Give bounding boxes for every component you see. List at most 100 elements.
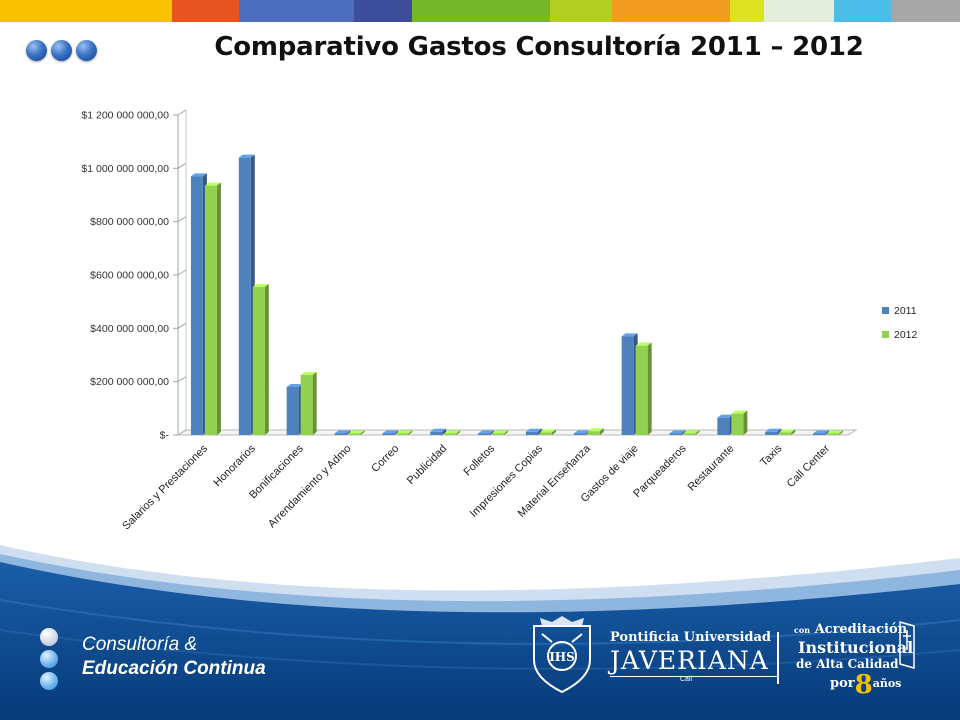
crest-icon: IHS xyxy=(533,616,591,694)
bar-top-2012 xyxy=(396,430,413,434)
bar-top-2012 xyxy=(300,372,317,375)
bar-2012 xyxy=(683,433,696,435)
color-stripe xyxy=(0,0,960,22)
accreditation-line-2: Institucional xyxy=(798,638,914,657)
bar-side-2012 xyxy=(312,372,317,435)
bar-top-2011 xyxy=(765,428,782,432)
bar-side-2012 xyxy=(599,428,604,435)
bar-2011 xyxy=(382,433,395,435)
accreditation-small: con xyxy=(794,625,811,635)
bar-2011 xyxy=(669,433,682,435)
bar-2012 xyxy=(444,433,457,435)
bar-side-2012 xyxy=(791,429,796,435)
bar-top-2011 xyxy=(813,430,830,434)
x-tick-label: Taxis xyxy=(758,442,785,469)
university-name-line-2: JAVERIANA xyxy=(610,646,769,675)
bar-top-2011 xyxy=(621,333,638,337)
y-tick-depth xyxy=(177,162,187,169)
bar-2011 xyxy=(621,336,634,435)
y-tick-depth xyxy=(177,322,187,329)
bar-2012 xyxy=(492,433,505,435)
bar-2012 xyxy=(827,433,840,435)
bar-top-2012 xyxy=(731,410,748,414)
university-name-line-1: Pontificia Universidad xyxy=(610,630,772,645)
bar-top-2011 xyxy=(190,173,207,177)
bar-2012 xyxy=(348,433,361,435)
bar-2011 xyxy=(573,433,586,435)
book-icon xyxy=(899,621,915,669)
bar-side-2012 xyxy=(264,284,269,435)
y-tick-label: $- xyxy=(160,430,170,442)
brand-line-2: Educación Continua xyxy=(82,658,266,679)
bar-top-2012 xyxy=(539,429,556,433)
accreditation-badge: con Acreditación Institucional de Alta C… xyxy=(792,618,922,700)
legend-swatch-2011 xyxy=(882,307,889,314)
bar-2011 xyxy=(334,433,347,435)
bar-side-2011 xyxy=(537,428,542,435)
blue-dot-icon xyxy=(26,40,47,61)
bar-top-2011 xyxy=(525,428,542,432)
svg-text:IHS: IHS xyxy=(549,650,575,664)
x-tick-label: Restaurante xyxy=(686,443,737,494)
bar-side-2012 xyxy=(456,430,461,435)
blue-dot-icon xyxy=(76,40,97,61)
bar-top-2012 xyxy=(492,430,509,434)
bar-top-2011 xyxy=(334,430,351,434)
bar-top-2012 xyxy=(444,430,461,434)
bar-side-2012 xyxy=(504,430,509,435)
bar-side-2011 xyxy=(681,430,686,435)
bar-top-2011 xyxy=(478,430,495,434)
bar-2012 xyxy=(635,345,648,435)
footer-divider xyxy=(777,632,779,684)
bar-side-2011 xyxy=(490,430,495,435)
bar-top-2012 xyxy=(348,430,365,434)
bar-side-2012 xyxy=(695,430,700,435)
x-tick-label: Publicidad xyxy=(405,443,449,487)
bar-top-2011 xyxy=(382,430,399,434)
blue-dot-icon xyxy=(40,650,58,668)
white-dot-icon xyxy=(40,628,58,646)
decorative-dots xyxy=(26,40,97,61)
bar-2011 xyxy=(525,431,538,435)
divider xyxy=(610,676,778,677)
bar-top-2011 xyxy=(238,154,255,158)
bar-top-2012 xyxy=(779,429,796,433)
chart-floor xyxy=(176,429,858,436)
bar-side-2012 xyxy=(408,430,413,435)
bar-side-2012 xyxy=(551,429,556,435)
bar-2011 xyxy=(813,433,826,435)
bar-side-2011 xyxy=(825,430,830,435)
y-tick-label: $800 000 000,00 xyxy=(90,216,169,228)
accreditation-por: por xyxy=(830,676,855,691)
bar-side-2012 xyxy=(647,342,652,435)
bar-2011 xyxy=(286,387,299,435)
bar-side-2012 xyxy=(839,430,844,435)
blue-dot-icon xyxy=(51,40,72,61)
bar-2011 xyxy=(765,431,778,435)
bar-top-2012 xyxy=(204,182,221,186)
accreditation-line-1: Acreditación xyxy=(814,622,908,637)
x-tick-label: Correo xyxy=(369,443,401,475)
accreditation-years: años xyxy=(872,677,902,690)
x-tick-label: Folletos xyxy=(461,442,497,478)
bar-top-2012 xyxy=(587,428,604,432)
y-tick-label: $600 000 000,00 xyxy=(90,270,169,282)
bar-side-2011 xyxy=(777,428,782,435)
y-tick-depth xyxy=(177,216,187,223)
legend-label: 2011 xyxy=(894,305,917,317)
bar-2012 xyxy=(396,433,409,435)
brand-line-1: Consultoría & xyxy=(82,634,198,655)
bar-top-2011 xyxy=(717,414,734,418)
bar-top-2012 xyxy=(827,430,844,434)
y-tick-label: $200 000 000,00 xyxy=(90,376,169,388)
page-title: Comparativo Gastos Consultoría 2011 – 20… xyxy=(214,32,864,62)
bar-top-2011 xyxy=(573,430,590,434)
y-tick-depth xyxy=(177,429,187,436)
university-city: Cali xyxy=(680,676,693,683)
bar-top-2012 xyxy=(635,342,652,346)
legend-label: 2012 xyxy=(894,329,918,341)
university-logo: IHS Pontificia Universidad JAVERIANA Cal… xyxy=(522,612,782,694)
bar-top-2011 xyxy=(286,384,303,387)
y-tick-depth xyxy=(177,376,187,383)
bar-2012 xyxy=(300,375,313,435)
